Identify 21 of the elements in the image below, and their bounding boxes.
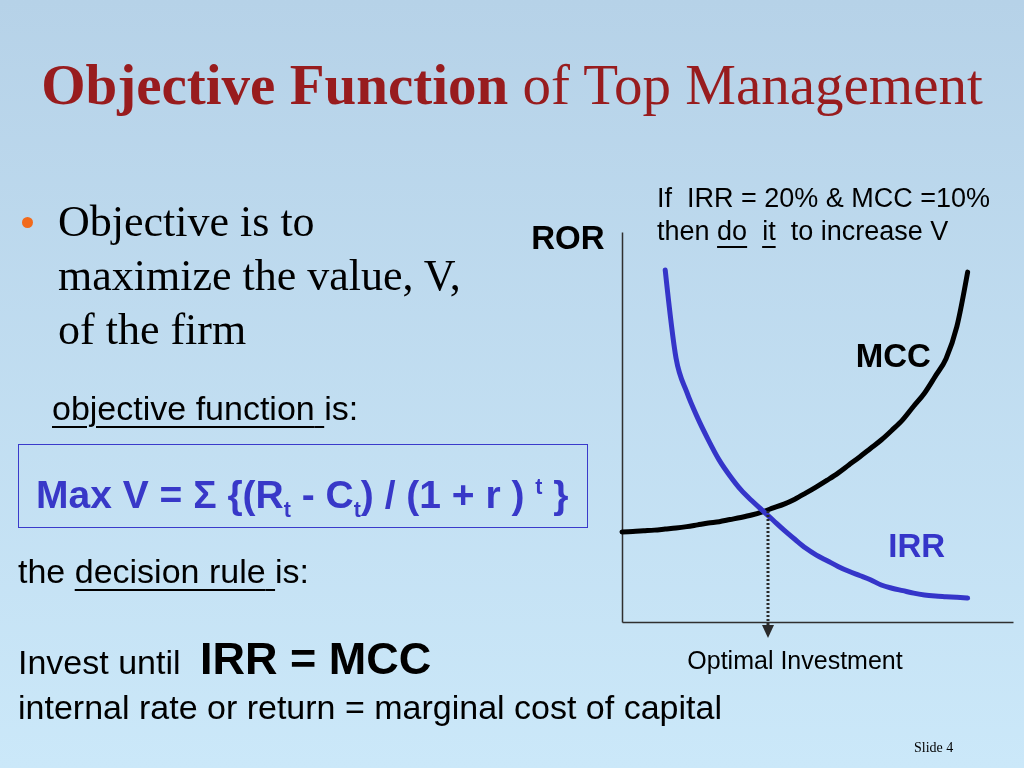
series-label: MCC (855, 337, 931, 375)
text: Invest until (18, 642, 181, 681)
text: Optimal Investment (687, 645, 903, 674)
y-axis-title: ROR (531, 218, 605, 256)
text: decision rule (74, 551, 267, 590)
text: to increase V (790, 216, 949, 246)
text: internal rate or return = marginal cost of capital (18, 687, 722, 726)
text: Slide 4 (914, 740, 954, 755)
text: it (762, 216, 776, 246)
text: IRR = MCC (199, 632, 432, 684)
text: is: (275, 551, 310, 590)
text: Max V = Σ {(R$_{t}$ - C$_{t}$) / (1 + r ) $^{t}$ } (36, 472, 569, 522)
text: do (717, 216, 748, 246)
text: is: (324, 388, 359, 427)
text: the (18, 551, 66, 590)
text: If IRR = 20% & MCC =10% (657, 183, 991, 213)
chart-title: Objective Function of Top Management (40, 52, 984, 118)
text: then (657, 216, 710, 246)
series-label: IRR (888, 527, 946, 565)
text: objective function (52, 388, 316, 427)
text: Objective is to maximize the value, V, of the firm (58, 197, 461, 354)
